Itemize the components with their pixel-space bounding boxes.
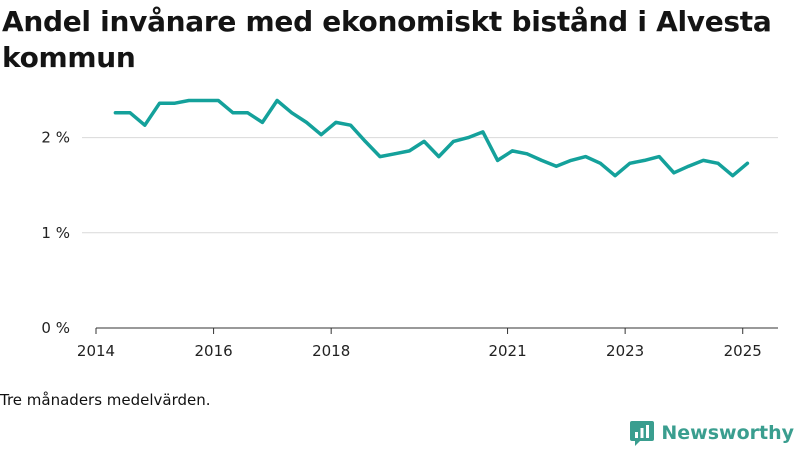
data-point <box>716 161 720 165</box>
y-axis-ticks: 0 % 1 % 2 % <box>41 129 70 337</box>
x-axis-ticks: 2014 2016 2018 2021 2023 2025 <box>77 328 762 360</box>
data-point <box>363 139 367 143</box>
data-point <box>246 111 250 115</box>
data-point <box>554 164 558 168</box>
data-point <box>275 98 279 102</box>
x-tick-label: 2018 <box>312 342 350 360</box>
x-tick-label: 2014 <box>77 342 115 360</box>
data-point <box>437 155 441 159</box>
data-point <box>334 120 338 124</box>
data-point <box>584 155 588 159</box>
y-tick-label: 2 % <box>41 129 70 147</box>
data-point <box>745 161 749 165</box>
grid-lines <box>82 137 778 234</box>
x-tick-label: 2016 <box>194 342 232 360</box>
data-point <box>290 111 294 115</box>
chart-caption: Tre månaders medelvärden. <box>0 391 211 409</box>
y-tick-label: 0 % <box>41 319 70 337</box>
data-point <box>319 133 323 137</box>
brand-name: Newsworthy <box>661 422 794 444</box>
series-layer <box>113 98 750 178</box>
data-point <box>540 158 544 162</box>
data-point <box>643 158 647 162</box>
data-point <box>598 161 602 165</box>
data-point <box>113 111 117 115</box>
x-tick-label: 2025 <box>724 342 762 360</box>
series-line <box>113 98 750 178</box>
data-point <box>393 152 397 156</box>
data-point <box>378 155 382 159</box>
x-tick-label: 2021 <box>488 342 526 360</box>
data-point <box>304 120 308 124</box>
chart-title: Andel invånare med ekonomiskt bistånd i … <box>2 5 772 74</box>
data-point <box>202 98 206 102</box>
data-point <box>231 111 235 115</box>
data-point <box>216 98 220 102</box>
newsworthy-chart-icon <box>630 421 655 446</box>
data-point <box>466 136 470 140</box>
newsworthy-logo[interactable]: Newsworthy <box>629 420 794 446</box>
data-point <box>657 155 661 159</box>
data-point <box>422 139 426 143</box>
data-point <box>496 158 500 162</box>
data-point <box>172 101 176 105</box>
data-point <box>481 130 485 134</box>
data-point <box>628 161 632 165</box>
x-tick-label: 2023 <box>606 342 644 360</box>
data-point <box>260 120 264 124</box>
data-point <box>525 152 529 156</box>
data-point <box>451 139 455 143</box>
data-point <box>128 111 132 115</box>
data-point <box>157 101 161 105</box>
data-point <box>701 158 705 162</box>
data-point <box>187 98 191 102</box>
data-point <box>143 123 147 127</box>
data-point <box>407 149 411 153</box>
data-point <box>569 158 573 162</box>
data-point <box>613 174 617 178</box>
data-point <box>731 174 735 178</box>
data-point <box>510 149 514 153</box>
y-tick-label: 1 % <box>41 224 70 242</box>
data-point <box>672 171 676 175</box>
data-point <box>687 164 691 168</box>
line-chart: 0 % 1 % 2 % 2014 2016 2018 2021 2023 2025 <box>41 98 778 360</box>
data-point <box>349 123 353 127</box>
